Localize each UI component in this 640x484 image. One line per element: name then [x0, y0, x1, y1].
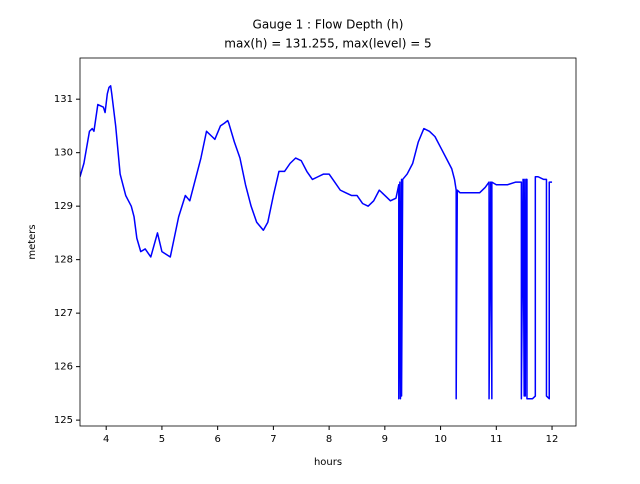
x-tick-label: 5 — [159, 434, 165, 445]
plot-frame — [79, 57, 577, 427]
y-tick-label: 125 — [54, 415, 73, 426]
x-tick-label: 8 — [326, 434, 332, 445]
chart-subtitle: max(h) = 131.255, max(level) = 5 — [224, 37, 431, 51]
x-tick-label: 10 — [434, 434, 447, 445]
x-tick-label: 6 — [214, 434, 220, 445]
y-tick-label: 131 — [54, 94, 73, 105]
data-line — [80, 85, 553, 400]
x-tick-label: 9 — [382, 434, 388, 445]
y-tick-label: 130 — [54, 148, 73, 159]
y-tick-label: 129 — [54, 201, 73, 212]
x-tick-label: 7 — [270, 434, 276, 445]
y-tick-label: 127 — [54, 308, 73, 319]
x-tick-label: 11 — [490, 434, 503, 445]
y-tick-label: 128 — [54, 255, 73, 266]
chart-title: Gauge 1 : Flow Depth (h) — [253, 18, 404, 32]
x-axis-label: hours — [314, 457, 342, 468]
y-tick-label: 126 — [54, 362, 73, 373]
x-tick-label: 12 — [546, 434, 559, 445]
y-axis-label: meters — [27, 224, 38, 259]
x-tick-label: 4 — [103, 434, 109, 445]
